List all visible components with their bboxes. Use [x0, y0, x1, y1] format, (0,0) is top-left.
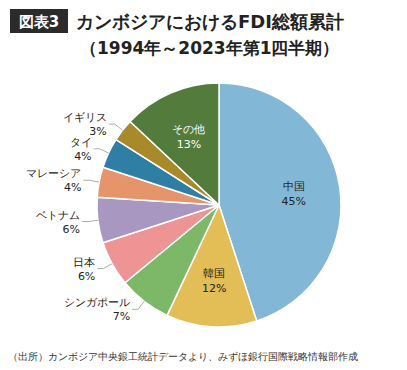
slice-name: マレーシア — [26, 167, 81, 180]
slice-value: 4% — [64, 181, 81, 194]
slice-value: 7% — [113, 310, 130, 323]
slice-name: その他 — [172, 123, 205, 136]
title: カンボジアにおけるFDI総額累計 — [76, 11, 344, 32]
slice-name: 韓国 — [203, 267, 225, 280]
slice-name: シンガポール — [64, 296, 130, 309]
figure-label-box — [10, 9, 68, 33]
slice-name: 中国 — [283, 180, 305, 193]
source-note: （出所）カンボジア中央銀工統計データより、みずほ銀行国際戦略情報部作成 — [8, 351, 358, 363]
leader-line — [83, 180, 99, 182]
leader-line — [94, 149, 109, 153]
slice-name: イギリス — [63, 111, 107, 124]
leader-line — [132, 301, 144, 309]
slice-value: 3% — [89, 125, 106, 138]
leader-line — [97, 264, 112, 269]
leader-line — [82, 220, 98, 221]
slice-value: 6% — [78, 270, 95, 283]
pie — [97, 83, 341, 327]
slice-name: ベトナム — [36, 209, 80, 222]
slice-name: 日本 — [73, 256, 95, 269]
subtitle: （1994年～2023年第1四半期） — [80, 38, 339, 58]
slice-value: 45% — [281, 195, 305, 208]
data-labels: 中国45%韓国12%シンガポール7%日本6%ベトナム6%マレーシア4%タイ4%イ… — [26, 111, 306, 323]
slice-value: 6% — [63, 223, 80, 236]
slice-value: 4% — [74, 150, 91, 163]
pie-slice — [130, 83, 219, 205]
slice-value: 13% — [177, 138, 201, 151]
slice-value: 12% — [202, 282, 226, 295]
leader-line — [109, 124, 123, 130]
chart-root: 図表3 カンボジアにおけるFDI総額累計 （1994年～2023年第1四半期） （出所… — [0, 0, 407, 370]
figure-label: 図表3 — [19, 13, 59, 31]
